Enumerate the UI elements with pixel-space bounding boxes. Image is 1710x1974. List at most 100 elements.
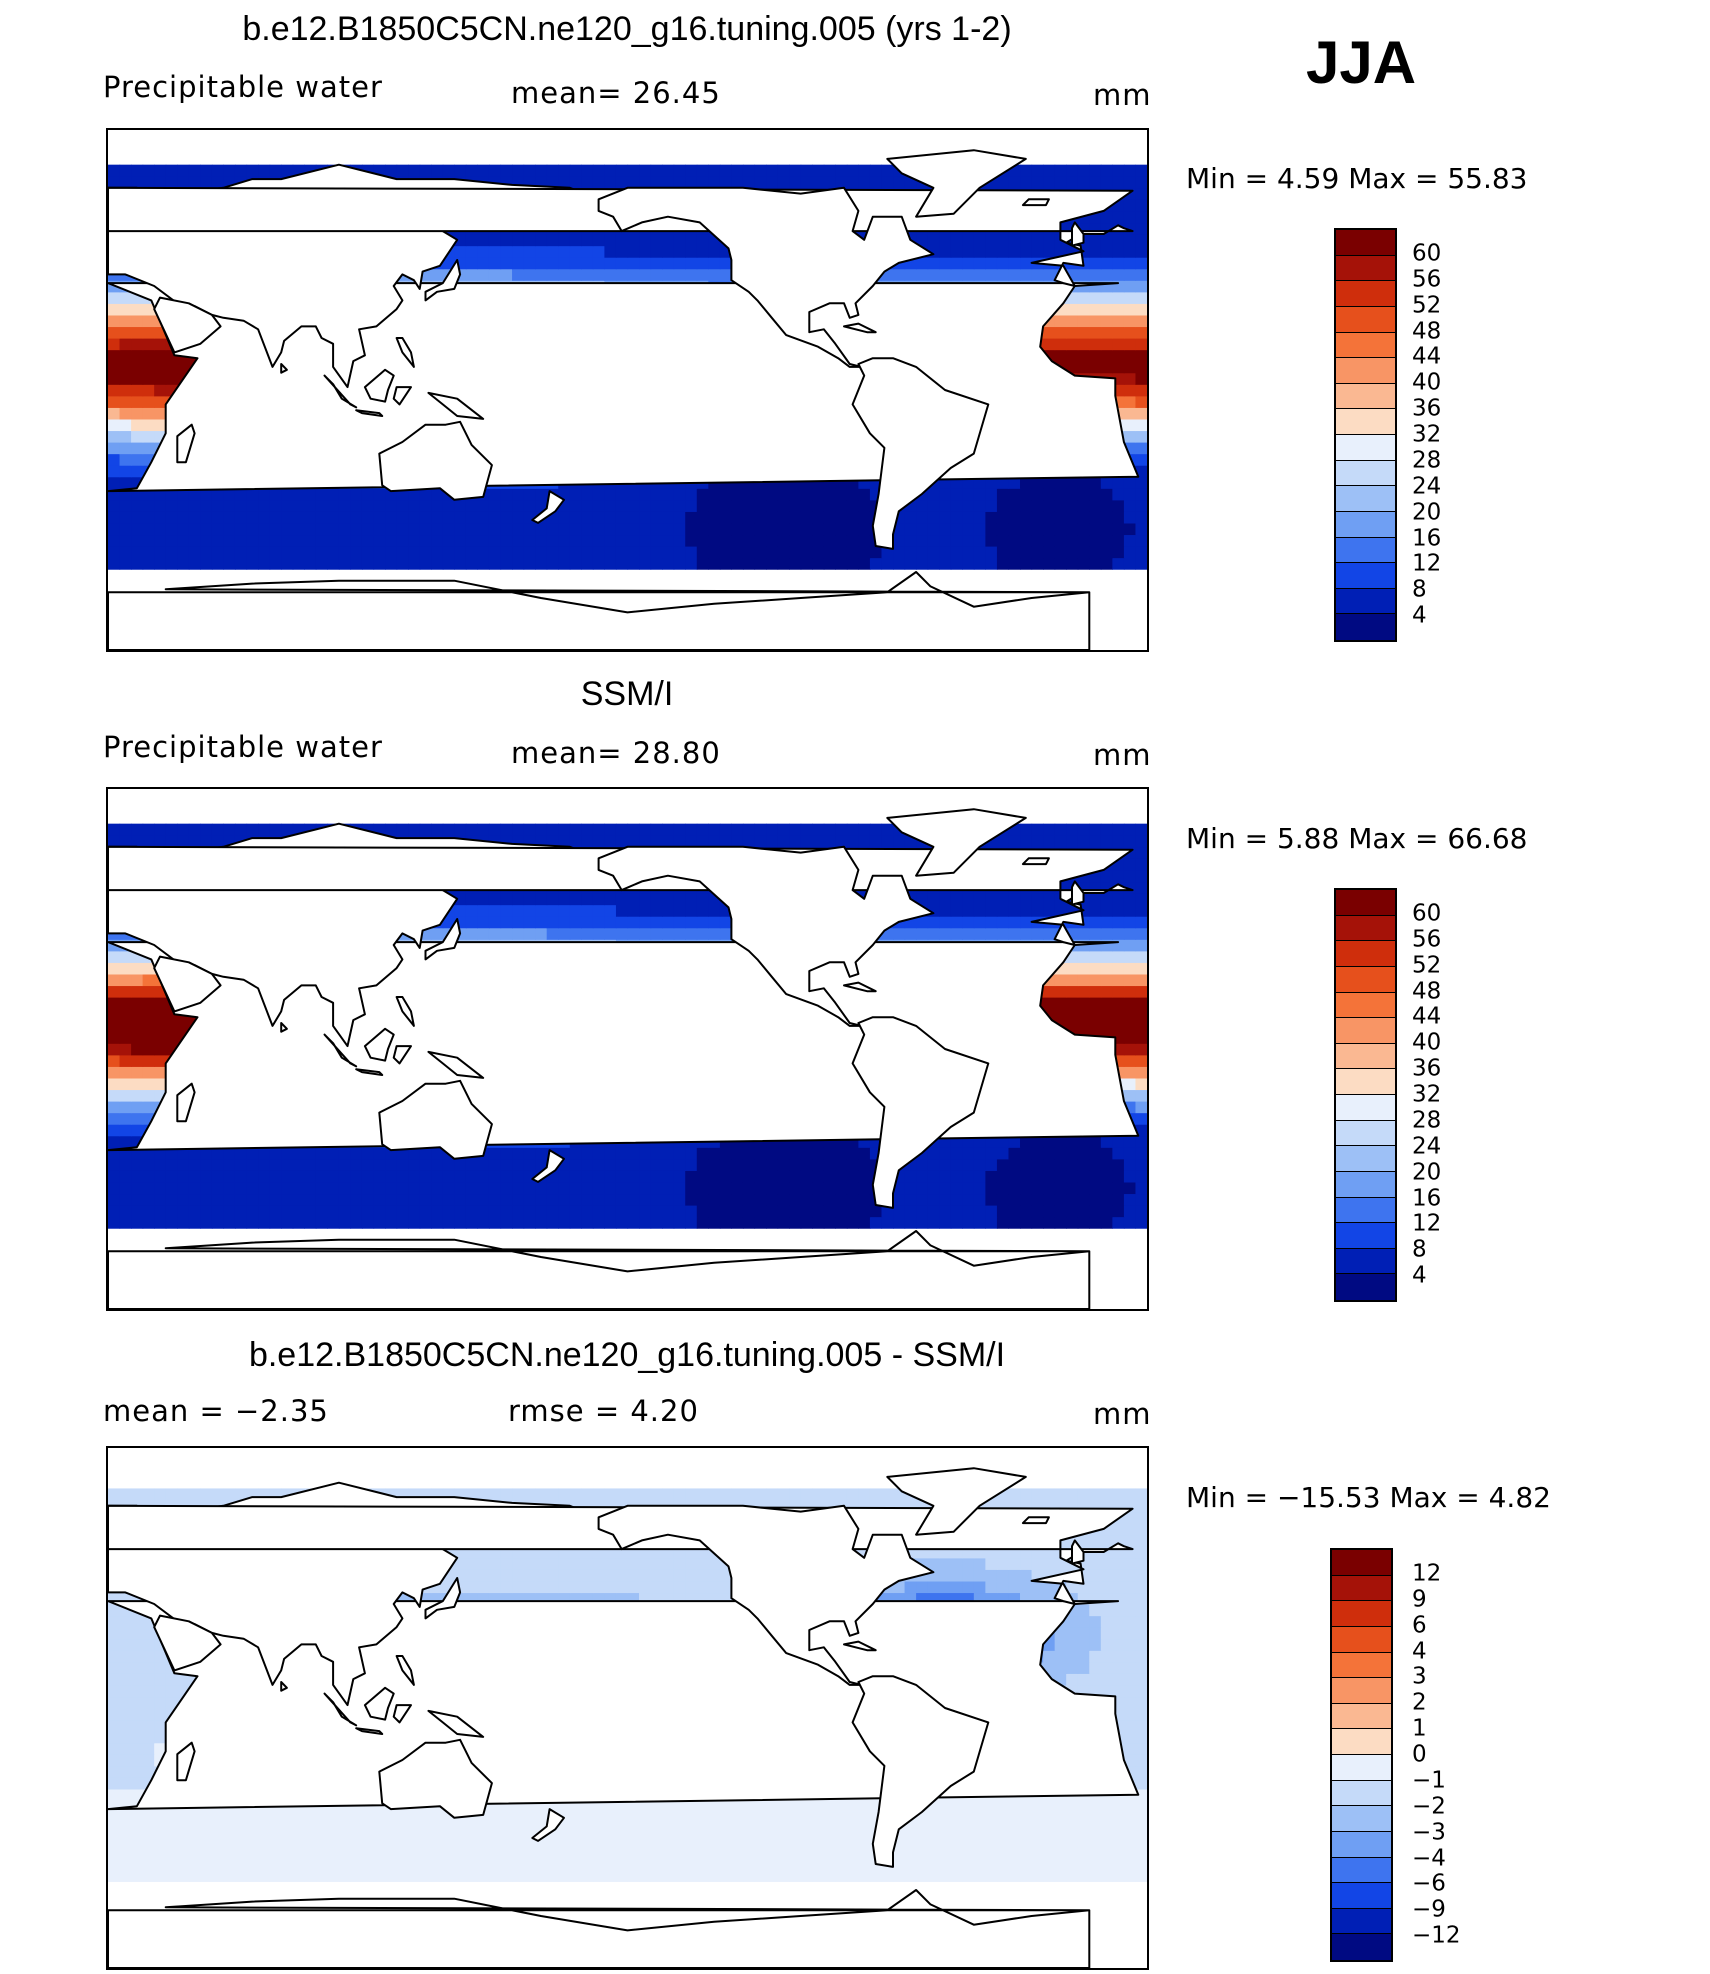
field-cell: [1077, 1193, 1090, 1206]
field-cell: [385, 522, 398, 536]
field-cell: [373, 1147, 386, 1160]
field-cell: [500, 1216, 513, 1229]
field-cell: [973, 522, 986, 536]
field-cell: [396, 499, 409, 512]
field-cell: [546, 1216, 559, 1229]
field-cell: [523, 1193, 536, 1206]
field-cell: [131, 1031, 144, 1044]
field-cell: [1135, 1158, 1147, 1171]
field-cell: [373, 1216, 386, 1229]
field-cell: [627, 522, 640, 536]
field-cell: [846, 164, 859, 177]
field-cell: [835, 511, 848, 524]
field-cell: [592, 164, 606, 177]
field-cell: [950, 234, 963, 247]
field-cell: [142, 1089, 155, 1102]
field-cell: [592, 257, 606, 270]
season-label: JJA: [1306, 29, 1417, 96]
field-cell: [696, 1147, 709, 1160]
field-cell: [142, 361, 155, 374]
field-cell: [1089, 1158, 1102, 1171]
field-cell: [488, 245, 502, 258]
field-cell: [1100, 245, 1113, 258]
field-cell: [119, 1193, 132, 1206]
field-cell: [385, 1205, 398, 1218]
field-cell: [823, 164, 836, 177]
field-cell: [916, 234, 929, 247]
field-cell: [477, 1170, 490, 1183]
field-cell: [361, 1147, 375, 1160]
field-cell: [1112, 280, 1125, 293]
field-cell: [108, 338, 121, 351]
field-cell: [800, 511, 813, 524]
field-cell: [1135, 557, 1147, 570]
field-cell: [223, 1147, 236, 1160]
field-cell: [131, 997, 144, 1010]
field-cell: [1066, 314, 1079, 328]
field-cell: [142, 546, 155, 559]
field-cell: [465, 534, 479, 547]
field-cell: [154, 418, 167, 432]
field-cell: [1123, 511, 1137, 524]
field-cell: [188, 488, 201, 501]
field-cell: [488, 557, 502, 570]
field-cell: [177, 1020, 190, 1033]
field-cell: [385, 1170, 398, 1183]
field-cell: [615, 1170, 629, 1183]
field-cell: [1089, 1193, 1102, 1206]
field-cell: [477, 1181, 490, 1195]
landmass: [531, 490, 565, 524]
field-cell: [789, 546, 802, 559]
field-cell: [696, 1193, 709, 1206]
field-cell: [119, 1054, 132, 1067]
field-cell: [1054, 1193, 1067, 1206]
field-cell: [535, 488, 548, 501]
field-cell: [558, 534, 571, 547]
field-cell: [1123, 280, 1137, 293]
field-cell: [719, 257, 732, 270]
field-cell: [142, 303, 155, 316]
field-cell: [119, 1216, 132, 1229]
field-cell: [1100, 257, 1113, 270]
field-cell: [789, 511, 802, 524]
field-cell: [1043, 557, 1056, 570]
field-cell: [108, 407, 121, 420]
field-cell: [996, 511, 1010, 524]
field-cell: [742, 511, 756, 524]
field-cell: [246, 1205, 259, 1218]
field-cell: [234, 164, 248, 177]
field-cell: [211, 546, 225, 559]
field-cell: [419, 1193, 432, 1206]
field-cell: [650, 1158, 663, 1171]
field-cell: [1020, 499, 1033, 512]
field-cell: [108, 476, 121, 489]
field-cell: [211, 1147, 225, 1160]
field-cell: [627, 1170, 640, 1183]
field-cell: [154, 1216, 167, 1229]
field-cell: [1123, 1089, 1137, 1102]
field-cell: [766, 1158, 779, 1171]
field-cell: [396, 1170, 409, 1183]
field-cell: [835, 1193, 848, 1206]
field-cell: [477, 164, 490, 177]
field-cell: [1100, 476, 1113, 489]
field-cell: [973, 511, 986, 524]
field-cell: [927, 268, 940, 281]
field-cell: [546, 1181, 559, 1195]
field-cell: [685, 546, 698, 559]
field-cell: [131, 1066, 144, 1079]
field-cell: [385, 546, 398, 559]
field-cell: [1123, 534, 1137, 547]
field-cell: [108, 361, 121, 374]
field-cell: [823, 534, 836, 547]
field-cell: [234, 557, 248, 570]
field-cell: [1112, 1020, 1125, 1033]
field-cell: [269, 1147, 282, 1160]
field-cell: [385, 164, 398, 177]
field-cell: [535, 499, 548, 512]
field-cell: [1135, 1020, 1147, 1033]
field-cell: [361, 1193, 375, 1206]
field-cell: [454, 1205, 467, 1218]
field-cell: [1135, 418, 1147, 432]
field-cell: [1089, 280, 1102, 293]
